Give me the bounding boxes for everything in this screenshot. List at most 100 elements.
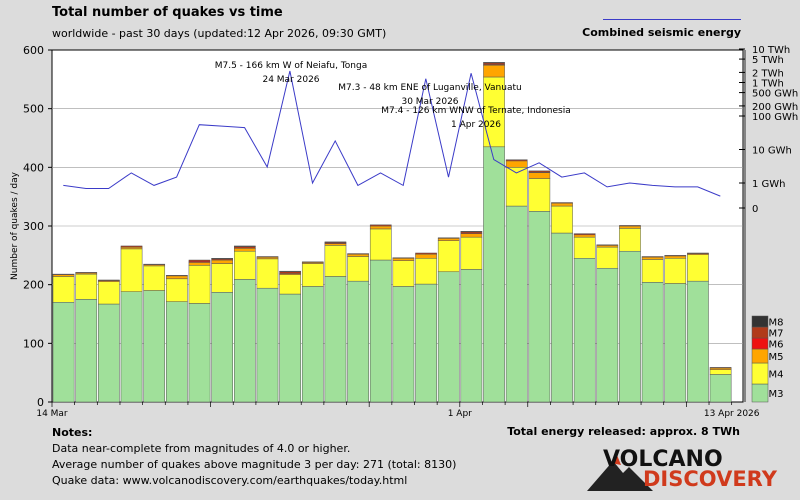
bar-m3 bbox=[483, 146, 505, 403]
energy-tick-label: 5 TWh bbox=[752, 55, 784, 66]
bar-m4 bbox=[166, 278, 188, 302]
bar-m4 bbox=[528, 178, 551, 212]
notes-line-1: Data near-complete from magnitudes of 4.… bbox=[52, 442, 351, 455]
y-tick-label: 0 bbox=[37, 396, 44, 409]
energy-legend-line bbox=[603, 19, 741, 20]
notes-line-2: Average number of quakes above magnitude… bbox=[52, 458, 457, 471]
bar-m3 bbox=[324, 276, 347, 403]
bar-m7 bbox=[233, 246, 256, 249]
bar-m3 bbox=[392, 286, 415, 403]
bar-m7 bbox=[143, 263, 166, 265]
legend-label-m3: M3 bbox=[769, 389, 784, 400]
bar-m3 bbox=[347, 280, 369, 403]
energy-tick-label: 2 TWh bbox=[752, 68, 784, 79]
volcano-logo-icon bbox=[587, 455, 653, 491]
bar-m7 bbox=[687, 252, 709, 254]
bar-m5 bbox=[505, 160, 528, 168]
legend-label-m4: M4 bbox=[769, 370, 784, 381]
bar-m3 bbox=[437, 271, 460, 403]
bar-m5 bbox=[709, 367, 732, 370]
bar-m5 bbox=[347, 253, 369, 257]
bar-m3 bbox=[415, 283, 437, 403]
bar-m3 bbox=[460, 269, 483, 403]
bar-m7 bbox=[188, 259, 211, 262]
bar-m4 bbox=[415, 258, 437, 285]
bar-m4 bbox=[52, 276, 75, 303]
bar-m8 bbox=[279, 270, 301, 273]
bar-m7 bbox=[347, 253, 369, 255]
notes-line-3: Quake data: www.volcanodiscovery.com/ear… bbox=[52, 474, 408, 487]
x-tick-label: 14 Mar bbox=[36, 409, 68, 419]
bar-m5 bbox=[664, 255, 687, 259]
bar-m3 bbox=[233, 279, 256, 403]
total-energy-label: Total energy released: approx. 8 TWh bbox=[507, 425, 740, 438]
bar-m5 bbox=[460, 233, 483, 238]
bar-m7 bbox=[369, 224, 392, 227]
bar-m4 bbox=[256, 258, 279, 289]
bar-m4 bbox=[98, 281, 120, 305]
bar-m3 bbox=[256, 287, 279, 403]
bar-m4 bbox=[233, 250, 256, 280]
bar-m7 bbox=[641, 256, 664, 258]
legend-swatch-m6 bbox=[751, 337, 769, 350]
bar-m3 bbox=[573, 258, 596, 403]
bar-m7 bbox=[166, 275, 188, 277]
bar-m5 bbox=[166, 275, 188, 280]
bar-m5 bbox=[324, 243, 347, 246]
bar-m5 bbox=[528, 172, 551, 179]
bar-m7 bbox=[120, 245, 143, 248]
bar-m4 bbox=[437, 240, 460, 273]
annotation-title: M7.5 - 166 km W of Neiafu, Tonga bbox=[215, 61, 368, 71]
bar-m7 bbox=[551, 202, 573, 204]
bar-m7 bbox=[664, 255, 687, 257]
bar-m4 bbox=[188, 265, 211, 304]
bar-m5 bbox=[483, 65, 505, 78]
bar-m4 bbox=[120, 248, 143, 292]
bar-m7 bbox=[460, 231, 483, 234]
x-tick-label: 1 Apr bbox=[448, 409, 472, 419]
bar-m5 bbox=[573, 234, 596, 238]
bar-m4 bbox=[369, 228, 392, 261]
bar-m7 bbox=[98, 279, 120, 281]
bar-m4 bbox=[551, 205, 573, 234]
bar-m5 bbox=[233, 248, 256, 252]
bar-m8 bbox=[233, 245, 256, 247]
volcano-discovery-logo: VOLCANO DISCOVERY bbox=[585, 447, 777, 493]
energy-tick-label: 1 TWh bbox=[752, 79, 784, 90]
bar-m7 bbox=[483, 62, 505, 65]
bar-m4 bbox=[143, 265, 166, 291]
bar-m4 bbox=[460, 236, 483, 270]
bar-m3 bbox=[505, 205, 528, 403]
bar-m4 bbox=[619, 228, 641, 252]
annotation-date: 24 Mar 2026 bbox=[262, 75, 319, 85]
energy-tick-label: 1 GWh bbox=[752, 179, 786, 190]
bar-m4 bbox=[347, 256, 369, 282]
notes-heading: Notes: bbox=[52, 426, 93, 439]
bar-m3 bbox=[619, 250, 641, 403]
bar-m5 bbox=[551, 202, 573, 207]
bar-m4 bbox=[573, 236, 596, 259]
energy-tick-label: 100 GWh bbox=[752, 112, 798, 123]
bar-m5 bbox=[369, 225, 392, 230]
bar-m7 bbox=[709, 367, 732, 369]
notes-block: Notes: Data near-complete from magnitude… bbox=[52, 425, 456, 489]
bar-m3 bbox=[369, 259, 392, 403]
bar-m8 bbox=[211, 258, 233, 260]
energy-line bbox=[63, 70, 721, 197]
annotation-title: M7.4 - 126 km WNW of Ternate, Indonesia bbox=[381, 106, 570, 116]
bar-m5 bbox=[188, 262, 211, 266]
logo-text-discovery: DISCOVERY bbox=[643, 467, 777, 491]
y-tick-label: 400 bbox=[23, 161, 44, 174]
bar-m3 bbox=[52, 302, 75, 403]
legend-swatch-m8 bbox=[751, 315, 769, 328]
energy-tick-label: 10 TWh bbox=[752, 45, 790, 56]
bar-m8 bbox=[460, 231, 483, 233]
legend-label-m7: M7 bbox=[769, 329, 784, 340]
bar-m3 bbox=[664, 283, 687, 403]
bar-m5 bbox=[619, 225, 641, 229]
bar-m7 bbox=[528, 170, 551, 173]
bar-m3 bbox=[528, 211, 551, 403]
bar-m3 bbox=[166, 301, 188, 403]
bar-m4 bbox=[279, 274, 301, 295]
bar-m5 bbox=[211, 259, 233, 264]
